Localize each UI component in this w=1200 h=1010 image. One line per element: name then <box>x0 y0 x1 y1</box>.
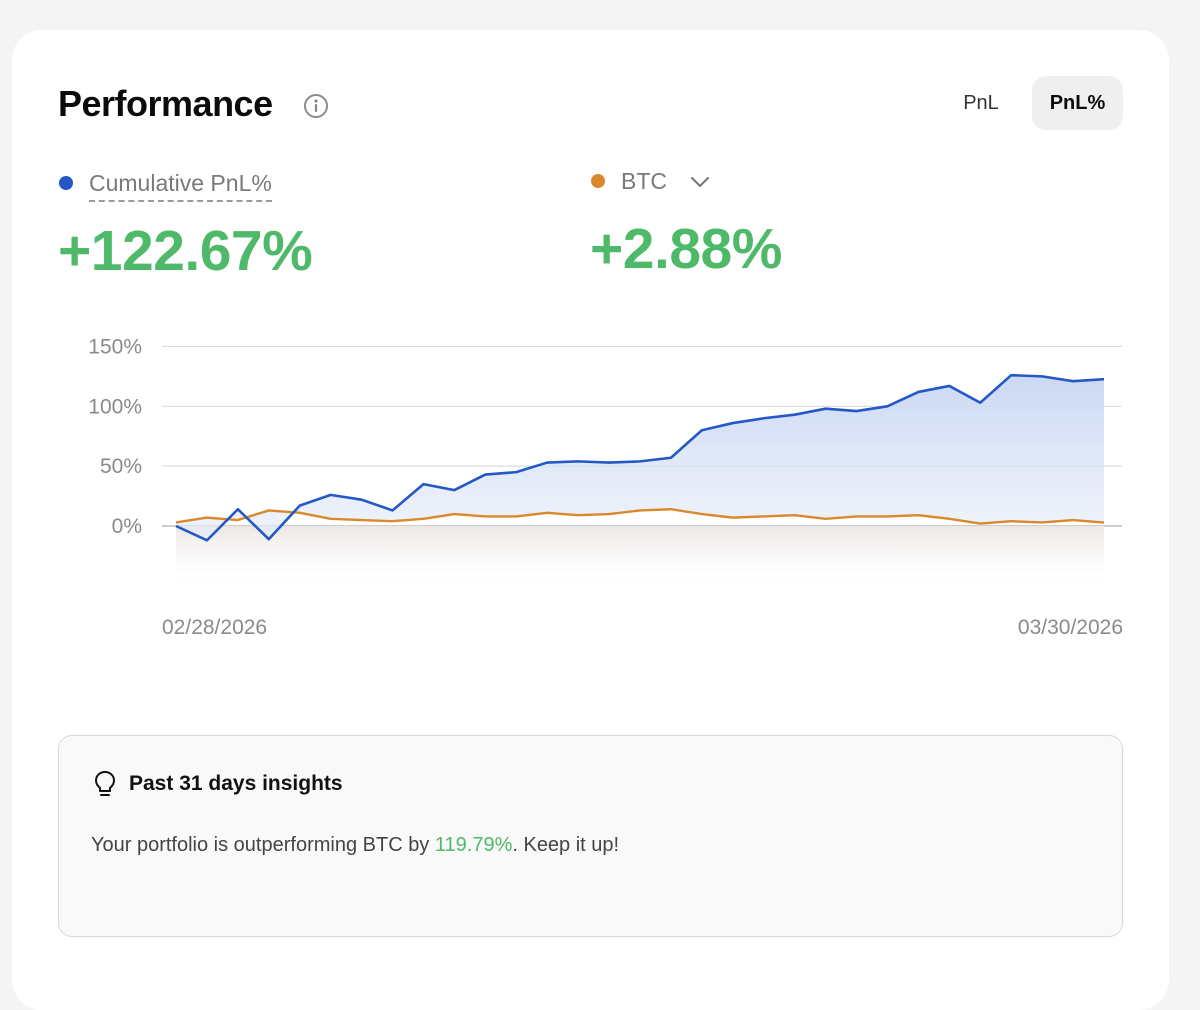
cumulative-pnl-value: +122.67% <box>58 219 313 283</box>
y-tick-label: 150% <box>88 335 142 358</box>
y-tick-label: 50% <box>100 455 142 478</box>
cumulative-pnl-label[interactable]: Cumulative PnL% <box>89 168 272 202</box>
portfolio-area <box>176 375 1104 541</box>
y-tick-label: 0% <box>112 515 142 538</box>
btc-line <box>175 508 1105 525</box>
lightbulb-icon <box>95 771 115 796</box>
x-tick-label-end: 03/30/2026 <box>1018 616 1123 639</box>
page-title: Performance <box>58 83 273 124</box>
y-tick-label: 100% <box>88 395 142 418</box>
insights-title: Past 31 days insights <box>129 772 343 795</box>
insights-panel: Past 31 days insights Your portfolio is … <box>58 735 1123 937</box>
toggle-pnl-percent[interactable]: PnL% <box>1032 76 1123 130</box>
portfolio-line <box>175 373 1105 542</box>
cumulative-legend-dot <box>59 176 73 190</box>
insights-text-after: . Keep it up! <box>512 834 620 856</box>
x-tick-label-start: 02/28/2026 <box>162 616 267 639</box>
performance-chart: 150% 100% 50% 0% 02/28/2026 03/30/2026 <box>88 335 1123 639</box>
btc-value: +2.88% <box>590 217 782 281</box>
insights-text-before: Your portfolio is outperforming BTC by <box>91 834 435 856</box>
chevron-down-icon[interactable] <box>688 172 712 192</box>
info-circle-icon[interactable] <box>303 93 329 119</box>
negative-zone-fill <box>176 526 1104 590</box>
toggle-pnl[interactable]: PnL <box>963 92 999 114</box>
btc-label[interactable]: BTC <box>621 168 667 194</box>
insights-highlight: 119.79% <box>434 834 513 856</box>
btc-legend-dot <box>591 174 605 188</box>
insights-text: Your portfolio is outperforming BTC by 1… <box>91 834 619 857</box>
performance-card: Performance PnL PnL% Cumulative PnL% +12… <box>12 30 1169 1010</box>
